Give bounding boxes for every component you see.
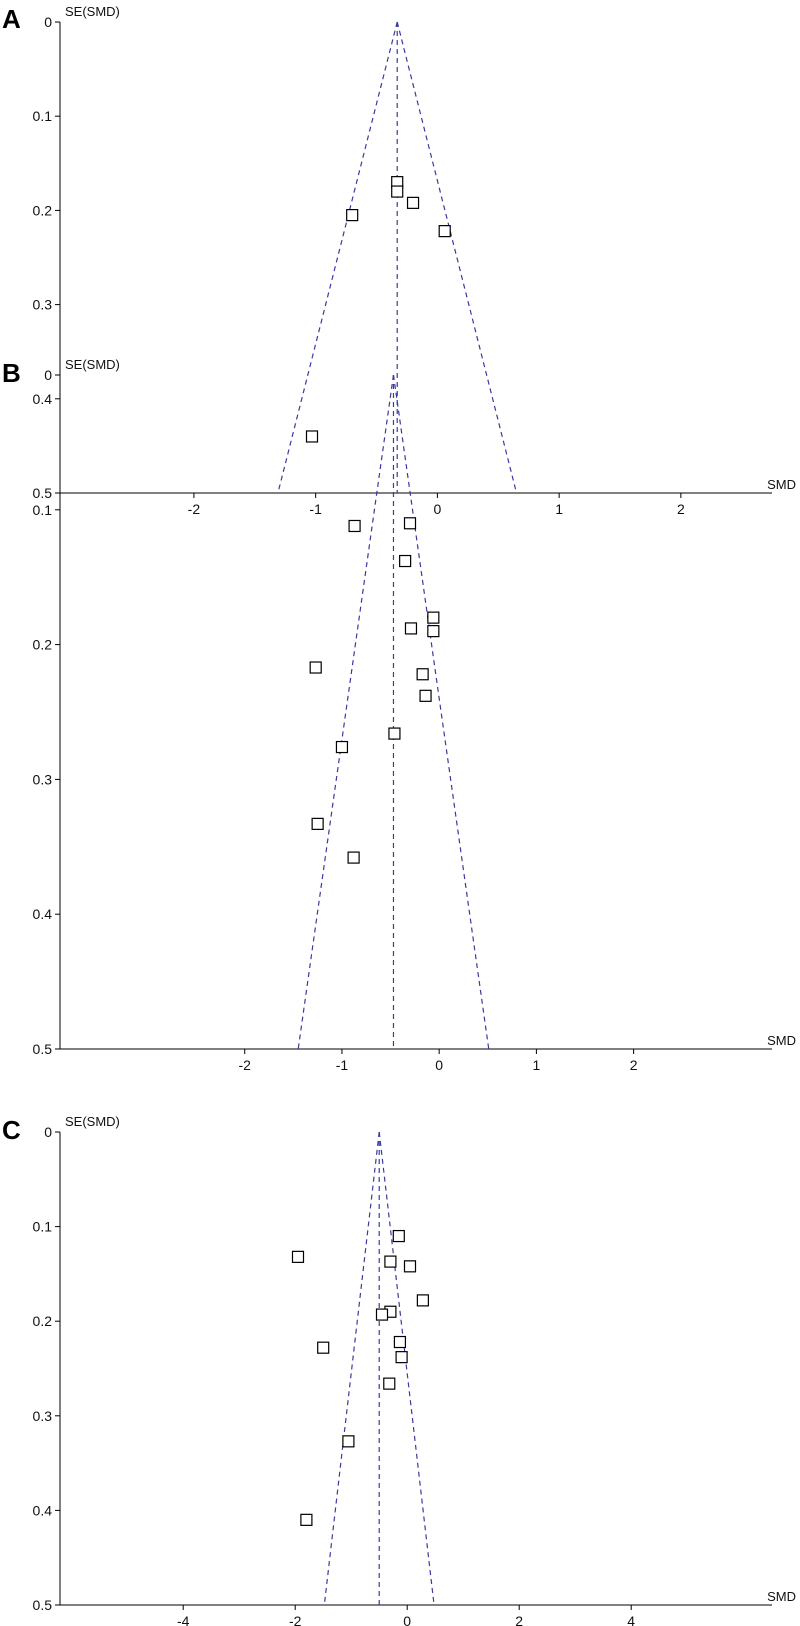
study-point bbox=[427, 625, 440, 638]
study-point bbox=[427, 611, 440, 624]
study-point bbox=[346, 209, 359, 222]
x-tick-label: -4 bbox=[177, 1613, 190, 1626]
study-point bbox=[416, 668, 429, 681]
x-tick-label: 2 bbox=[677, 501, 685, 517]
x-axis-title: SMD bbox=[767, 1033, 796, 1048]
x-tick-label: 2 bbox=[515, 1613, 523, 1626]
study-point bbox=[416, 1294, 429, 1307]
y-tick-label: 0.2 bbox=[33, 1313, 53, 1329]
y-tick-label: 0.1 bbox=[33, 1219, 53, 1235]
study-point bbox=[392, 1229, 405, 1243]
study-point bbox=[348, 519, 361, 533]
study-point bbox=[300, 1513, 313, 1526]
y-tick-label: 0.4 bbox=[33, 391, 53, 407]
x-tick-label: 2 bbox=[630, 1057, 638, 1073]
study-point bbox=[404, 622, 418, 635]
x-tick-label: -2 bbox=[238, 1057, 251, 1073]
y-tick-label: 0 bbox=[44, 367, 52, 383]
funnel-plot-c: C 0 0.1 0.2 0.3 0.4 0.5 -4 -2 0 2 4 SE(SMD) SMD bbox=[2, 1114, 796, 1626]
y-tick-label: 0.5 bbox=[33, 1041, 53, 1057]
x-tick-label: 1 bbox=[532, 1057, 540, 1073]
panel-label: B bbox=[2, 358, 21, 388]
funnel-right-line bbox=[396, 21, 518, 494]
study-point bbox=[311, 817, 324, 830]
study-point bbox=[438, 225, 451, 238]
study-point bbox=[403, 1260, 417, 1273]
y-axis-title: SE(SMD) bbox=[65, 1114, 120, 1129]
funnel-left-line bbox=[323, 1131, 380, 1606]
study-point bbox=[399, 554, 412, 568]
study-point bbox=[335, 740, 349, 754]
study-point bbox=[309, 661, 322, 674]
y-axis-title: SE(SMD) bbox=[65, 4, 120, 19]
study-point bbox=[291, 1250, 305, 1263]
y-tick-label: 0 bbox=[44, 14, 52, 30]
study-point bbox=[393, 1335, 407, 1349]
study-point bbox=[406, 196, 420, 209]
y-tick-label: 0.5 bbox=[33, 1597, 53, 1613]
funnel-right-line bbox=[378, 1131, 435, 1606]
x-tick-label: 0 bbox=[433, 501, 441, 517]
y-tick-label: 0.1 bbox=[33, 108, 53, 124]
study-point bbox=[403, 517, 417, 530]
funnel-plot-a: A 0 0.1 0.2 0.3 0.4 0.5 -2 -1 0 1 2 SE(SMD) SMD bbox=[2, 4, 796, 517]
study-point bbox=[384, 1255, 397, 1268]
x-tick-label: 4 bbox=[627, 1613, 635, 1626]
study-point bbox=[317, 1341, 330, 1354]
study-point bbox=[419, 689, 432, 702]
study-point bbox=[375, 1308, 389, 1321]
funnel-plot-b: B 0 0.1 0.2 0.3 0.4 0.5 -2 -1 0 1 2 SE(SMD) SMD bbox=[2, 357, 796, 1073]
funnel-right-line bbox=[392, 374, 490, 1050]
y-tick-label: 0.4 bbox=[33, 906, 53, 922]
x-tick-label: 1 bbox=[555, 501, 563, 517]
y-tick-label: 0.4 bbox=[33, 1502, 53, 1518]
x-tick-label: -2 bbox=[188, 501, 201, 517]
y-tick-label: 0 bbox=[44, 1124, 52, 1140]
funnel-left-line bbox=[277, 21, 398, 494]
x-tick-label: 0 bbox=[435, 1057, 443, 1073]
y-tick-label: 0.2 bbox=[33, 202, 53, 218]
y-tick-label: 0.5 bbox=[33, 485, 53, 501]
x-axis-title: SMD bbox=[767, 1589, 796, 1604]
y-tick-label: 0.2 bbox=[33, 637, 53, 653]
panel-label: C bbox=[2, 1115, 21, 1145]
study-point bbox=[305, 430, 319, 443]
study-point bbox=[395, 1351, 408, 1364]
x-tick-label: -1 bbox=[309, 501, 322, 517]
x-tick-label: 0 bbox=[403, 1613, 411, 1626]
study-point bbox=[342, 1435, 355, 1448]
study-point bbox=[391, 185, 404, 198]
y-tick-label: 0.3 bbox=[33, 1408, 53, 1424]
study-point bbox=[383, 1377, 396, 1390]
x-tick-label: -1 bbox=[336, 1057, 349, 1073]
study-point bbox=[388, 727, 401, 740]
x-tick-label: -2 bbox=[289, 1613, 302, 1626]
funnel-left-line bbox=[297, 374, 395, 1050]
x-axis-title: SMD bbox=[767, 477, 796, 492]
y-axis-title: SE(SMD) bbox=[65, 357, 120, 372]
panel-label: A bbox=[2, 4, 21, 34]
study-point bbox=[347, 851, 360, 864]
y-tick-label: 0.1 bbox=[33, 502, 53, 518]
y-tick-label: 0.3 bbox=[33, 297, 53, 313]
y-tick-label: 0.3 bbox=[33, 771, 53, 787]
